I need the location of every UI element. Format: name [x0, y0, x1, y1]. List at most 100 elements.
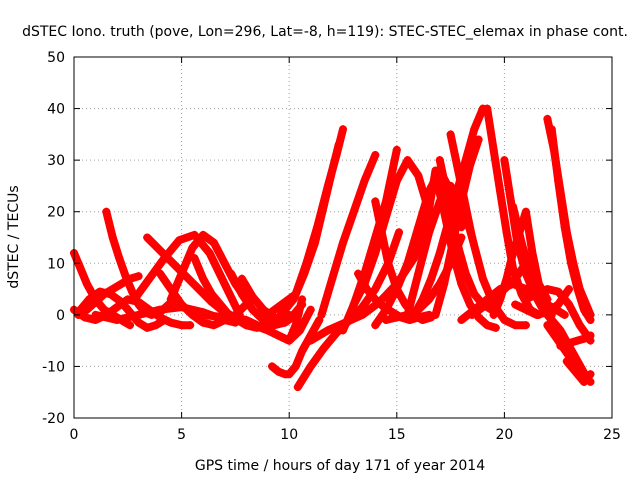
series-points — [276, 140, 343, 319]
data-point-marker — [539, 305, 548, 314]
data-point-marker — [128, 287, 137, 296]
data-point-marker — [502, 274, 511, 283]
data-point-marker — [377, 228, 386, 237]
data-point-marker — [300, 269, 309, 278]
data-point-marker — [414, 269, 423, 278]
data-point-marker — [586, 316, 595, 325]
data-point-marker — [199, 318, 208, 327]
y-tick-label: 40 — [47, 102, 65, 118]
data-point-marker — [511, 321, 520, 330]
data-point-marker — [227, 269, 236, 278]
series-trace — [130, 230, 244, 319]
data-point-marker — [285, 336, 294, 345]
data-point-marker — [156, 246, 165, 255]
data-point-marker — [392, 176, 401, 185]
data-point-marker — [371, 248, 380, 257]
series-points — [371, 197, 436, 325]
data-point-marker — [470, 125, 479, 134]
x-tick-label: 5 — [177, 427, 186, 443]
series-trace — [317, 151, 380, 319]
data-point-marker — [478, 303, 487, 312]
data-point-marker — [306, 336, 315, 345]
y-tick-label: 10 — [47, 256, 65, 272]
data-point-marker — [339, 125, 347, 134]
data-point-marker — [160, 254, 169, 263]
data-point-marker — [496, 187, 505, 196]
data-point-marker — [130, 295, 139, 304]
data-point-marker — [108, 233, 117, 242]
data-point-marker — [85, 295, 94, 304]
data-point-marker — [102, 207, 111, 216]
data-point-marker — [323, 326, 332, 335]
data-point-marker — [586, 370, 595, 379]
data-point-marker — [392, 285, 401, 294]
data-point-marker — [358, 303, 367, 312]
data-point-marker — [319, 202, 328, 211]
data-point-marker — [205, 248, 214, 257]
data-point-marker — [113, 303, 122, 312]
data-point-marker — [403, 156, 412, 165]
data-point-marker — [328, 274, 337, 283]
data-point-marker — [276, 310, 285, 319]
data-point-marker — [82, 279, 91, 288]
data-point-marker — [349, 300, 358, 309]
data-point-marker — [410, 310, 419, 319]
series-trace — [446, 130, 530, 330]
data-point-marker — [311, 238, 320, 247]
data-point-marker — [560, 223, 569, 232]
x-tick-label: 25 — [603, 427, 621, 443]
data-point-marker — [166, 318, 175, 327]
x-tick-label: 0 — [70, 427, 79, 443]
data-point-marker — [474, 135, 483, 144]
data-point-marker — [465, 161, 474, 170]
series-points — [431, 171, 500, 332]
x-axis-label: GPS time / hours of day 171 of year 2014 — [195, 458, 485, 474]
data-point-marker — [573, 336, 582, 345]
data-point-marker — [371, 295, 380, 304]
data-point-marker — [298, 295, 307, 304]
data-point-marker — [392, 145, 401, 154]
data-point-marker — [543, 321, 552, 330]
data-point-marker — [554, 176, 563, 185]
data-point-marker — [564, 339, 573, 348]
data-point-marker — [511, 300, 520, 309]
data-point-marker — [285, 370, 294, 379]
data-point-marker — [418, 295, 427, 304]
data-point-marker — [543, 114, 552, 123]
data-point-marker — [270, 321, 279, 330]
data-point-marker — [177, 321, 186, 330]
data-point-marker — [532, 310, 541, 319]
series-points — [521, 285, 595, 345]
series-trace — [562, 357, 595, 386]
data-point-marker — [500, 316, 509, 325]
data-point-marker — [414, 223, 423, 232]
data-point-marker — [76, 264, 85, 273]
data-point-marker — [115, 254, 124, 263]
data-point-marker — [113, 316, 122, 325]
y-axis-label: dSTEC / TECUs — [6, 185, 22, 288]
data-point-marker — [461, 269, 470, 278]
data-point-marker — [435, 156, 444, 165]
data-point-marker — [543, 285, 552, 294]
data-point-marker — [143, 233, 152, 242]
data-point-marker — [145, 274, 154, 283]
data-point-marker — [414, 171, 423, 180]
data-point-marker — [382, 212, 391, 221]
data-point-marker — [121, 272, 130, 281]
data-point-marker — [259, 316, 268, 325]
data-point-marker — [521, 295, 530, 304]
data-point-marker — [263, 326, 272, 335]
data-point-marker — [517, 290, 526, 299]
data-point-marker — [371, 197, 380, 206]
data-point-marker — [573, 285, 582, 294]
x-tick-label: 15 — [388, 427, 406, 443]
data-point-marker — [319, 344, 328, 353]
data-point-marker — [457, 316, 466, 325]
data-point-marker — [134, 272, 143, 281]
data-point-marker — [403, 259, 412, 268]
data-point-marker — [394, 228, 403, 237]
data-point-marker — [151, 321, 160, 330]
data-point-marker — [509, 248, 518, 257]
data-point-marker — [521, 321, 530, 330]
data-point-marker — [160, 316, 169, 325]
